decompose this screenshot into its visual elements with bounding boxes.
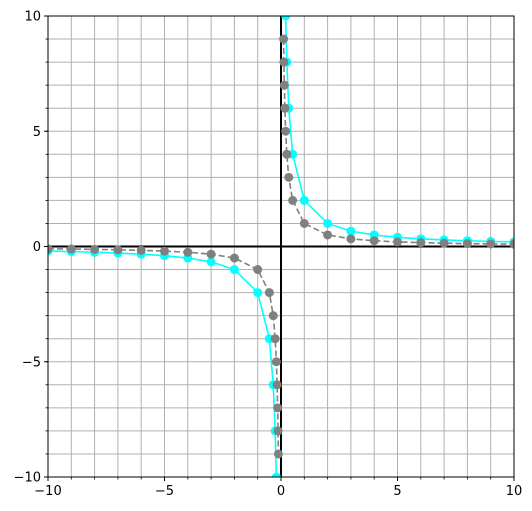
series-1-point [346,234,356,244]
ticks: −10 −5 0 5 10 −10 −5 0 5 10 [14,10,523,500]
series-0-point [323,218,333,228]
series-1-point [416,238,426,248]
series-layer [48,16,514,477]
series-1-point [288,195,298,205]
series-1-point [369,236,379,246]
series-1-point [486,239,496,249]
series-1-point [279,34,289,44]
series-0-point [281,16,291,21]
series-1-point [270,334,280,344]
series-1-point [393,237,402,247]
x-tick-label: 0 [277,484,285,499]
series-1-point [462,239,472,249]
x-tick-label: 10 [506,484,523,499]
series-1-point [299,218,309,228]
series-1-point [183,247,193,257]
series-0-point [299,195,309,205]
series-0-point [206,257,216,267]
series-1-point [113,245,123,255]
series-1-point [273,403,283,413]
series-1-point [229,253,239,263]
series-1-point [136,245,146,255]
y-tick-label: −10 [14,471,41,486]
series-0-point [346,226,356,236]
series-1-point [90,244,100,254]
series-0-point [229,265,239,275]
series-1-point [284,172,294,182]
series-1-point [509,239,514,249]
series-1 [48,34,514,459]
series-1-point [281,126,291,136]
series-1-point [160,246,169,256]
series-1-point [206,249,216,259]
series-0-point [271,472,281,477]
x-tick-label: −10 [34,484,61,499]
series-1-point [48,244,53,254]
series-1-point [282,149,292,159]
series-1-point [279,57,289,67]
series-1-point [280,103,290,113]
series-1-point [273,426,283,436]
series-1-point [268,311,278,321]
x-tick-label: 5 [393,484,401,499]
series-1-point [439,238,449,248]
series-1-point [264,288,274,298]
series-1-point [271,357,281,367]
y-tick-label: 5 [33,125,41,140]
y-tick-label: −5 [22,355,41,370]
series-0-point [253,288,263,298]
y-tick-label: 0 [33,240,41,255]
x-tick-label: −5 [155,484,174,499]
series-1-point [253,265,263,275]
axes [48,16,514,477]
series-1-point [273,449,283,459]
series-1-point [323,230,333,240]
series-1-point [66,244,76,254]
series-1-point [272,380,282,390]
series-1-point [279,80,289,90]
y-tick-label: 10 [24,10,41,25]
